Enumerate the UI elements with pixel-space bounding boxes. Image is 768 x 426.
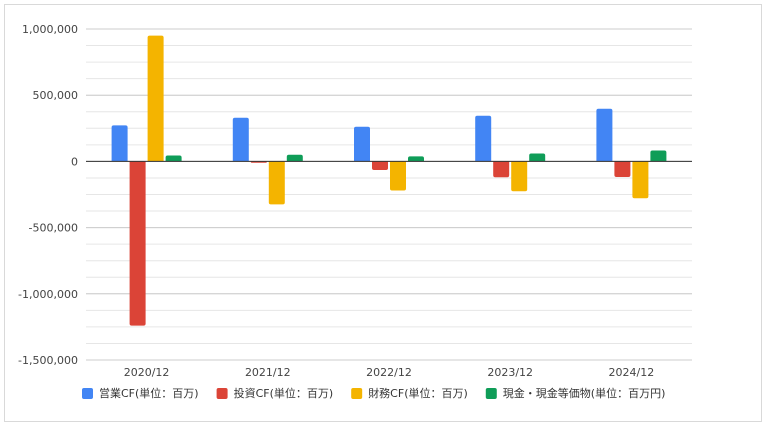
bar xyxy=(372,161,388,171)
bar xyxy=(493,161,510,178)
legend-label: 財務CF(単位：百万) xyxy=(368,386,468,400)
bar xyxy=(529,153,546,162)
bar xyxy=(390,161,406,191)
legend-swatch xyxy=(216,388,228,399)
bar xyxy=(511,161,528,192)
bar xyxy=(129,161,146,326)
y-tick-label: 0 xyxy=(71,155,78,168)
bar xyxy=(268,161,285,205)
legend-swatch xyxy=(485,388,497,399)
bar xyxy=(408,156,424,162)
legend-label: 現金・現金等価物(単位：百万円) xyxy=(503,386,666,400)
bar xyxy=(632,161,649,199)
bar xyxy=(147,35,164,162)
bar xyxy=(286,154,303,162)
x-tick-label: 2024/12 xyxy=(609,366,655,379)
legend-swatch xyxy=(351,388,363,399)
y-tick-label: 1,000,000 xyxy=(22,23,78,36)
legend-swatch xyxy=(82,388,93,399)
bar xyxy=(165,155,182,162)
x-tick-label: 2020/12 xyxy=(124,366,170,379)
x-tick-label: 2022/12 xyxy=(366,366,412,379)
legend-label: 投資CF(単位：百万) xyxy=(234,386,334,400)
bar xyxy=(596,108,613,162)
x-tick-label: 2023/12 xyxy=(487,366,533,379)
x-tick-label: 2021/12 xyxy=(245,366,291,379)
bar xyxy=(475,115,492,162)
bar xyxy=(650,150,667,162)
bar xyxy=(614,161,631,178)
bar xyxy=(111,125,128,162)
y-tick-label: -1,000,000 xyxy=(18,288,78,301)
legend-label: 営業CF(単位：百万) xyxy=(99,386,199,400)
y-tick-label: 500,000 xyxy=(33,89,79,102)
bar xyxy=(354,126,370,162)
y-tick-label: -500,000 xyxy=(29,222,78,235)
y-tick-label: -1,500,000 xyxy=(18,354,78,367)
bar xyxy=(232,117,249,162)
